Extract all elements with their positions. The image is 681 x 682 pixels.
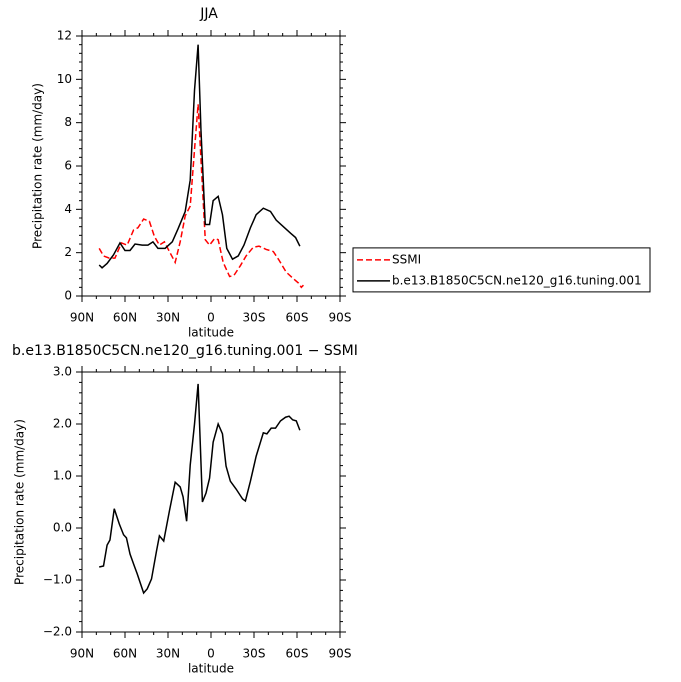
y-axis-label: Precipitation rate (mm/day) [13,419,27,585]
x-tick-label: 60N [113,311,137,325]
plot-frame [81,35,341,297]
y-tick-label: 6 [64,159,72,173]
x-tick-label: 0 [207,647,215,661]
data-line [98,104,304,289]
x-tick-label: 30S [243,311,266,325]
x-tick-label: 90S [329,311,352,325]
y-tick-label: 2.0 [53,417,72,431]
y-tick-label: 2 [64,245,72,259]
plot-frame [81,371,341,633]
x-tick-label: 90S [329,647,352,661]
x-tick-label: 30N [156,311,180,325]
data-line [99,383,301,595]
data-line [98,44,301,269]
x-axis-label: latitude [188,326,234,340]
x-tick-label: 30N [156,647,180,661]
y-tick-label: 3.0 [53,365,72,379]
y-tick-label: 4 [64,202,72,216]
x-tick-label: 30S [243,647,266,661]
y-tick-label: 10 [57,72,72,86]
y-tick-label: 12 [57,29,72,43]
chart-title: b.e13.B1850C5CN.ne120_g16.tuning.001 − S… [12,343,358,359]
x-axis-label: latitude [188,662,234,676]
y-tick-label: 0.0 [53,521,72,535]
x-tick-label: 90N [70,647,94,661]
x-tick-label: 0 [207,311,215,325]
x-tick-label: 90N [70,311,94,325]
x-tick-label: 60N [113,647,137,661]
legend-label: SSMI [392,252,421,266]
y-tick-label: −1.0 [43,573,72,587]
legend-box [352,247,651,293]
y-tick-label: 0 [64,289,72,303]
y-tick-label: 1.0 [53,469,72,483]
x-tick-label: 60S [286,311,309,325]
y-axis-label: Precipitation rate (mm/day) [31,83,45,249]
y-tick-label: −2.0 [43,625,72,639]
y-tick-label: 8 [64,115,72,129]
legend-label: b.e13.B1850C5CN.ne120_g16.tuning.001 [392,273,642,287]
chart-title: JJA [199,6,218,22]
x-tick-label: 60S [286,647,309,661]
